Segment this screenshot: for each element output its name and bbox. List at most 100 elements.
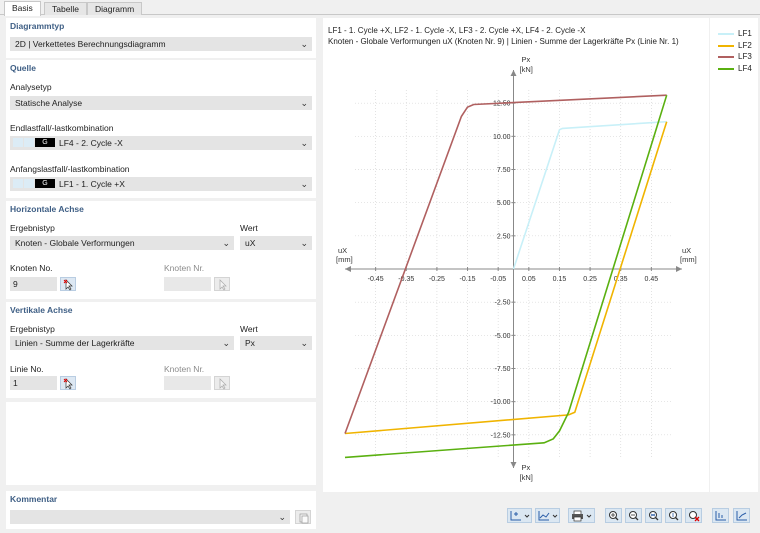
anfangslastfall-value: LF1 - 1. Cycle +X — [59, 179, 125, 189]
loadcase-color-swatch — [13, 138, 23, 148]
zoom-x-button[interactable] — [645, 508, 662, 523]
tab-tabelle-label: Tabelle — [52, 4, 79, 14]
zoom-y-icon — [669, 511, 679, 521]
v-pick-disabled-button — [214, 376, 230, 390]
reset-zoom-button[interactable] — [685, 508, 702, 523]
endlastfall-select[interactable]: G LF4 - 2. Cycle -X ⌄ — [10, 136, 312, 150]
tab-basis-label: Basis — [12, 3, 33, 13]
anfangslastfall-label: Anfangslastfall/-lastkombination — [10, 164, 130, 174]
horizontal-axis-panel: Horizontale Achse Ergebnistyp Knoten - G… — [6, 201, 316, 299]
kommentar-edit-button[interactable] — [295, 510, 311, 524]
linie-no-input[interactable]: 1 — [10, 376, 57, 390]
v-wert-value: Px — [245, 338, 255, 348]
legend-panel — [710, 18, 758, 492]
quelle-panel: Quelle Analysetyp Statische Analyse ⌄ En… — [6, 60, 316, 198]
v-ergebnistyp-label: Ergebnistyp — [10, 324, 55, 334]
axes-alt-icon — [736, 511, 747, 521]
h-pick-disabled-button — [214, 277, 230, 291]
axes-button[interactable] — [712, 508, 729, 523]
h-knoten-nr-label: Knoten Nr. — [164, 263, 205, 273]
empty-panel — [6, 402, 316, 485]
zoom-y-button[interactable] — [665, 508, 682, 523]
tab-basis[interactable]: Basis — [4, 1, 41, 16]
analysetyp-select[interactable]: Statische Analyse ⌄ — [10, 96, 312, 110]
chevron-down-icon: ⌄ — [300, 39, 308, 49]
graph-options-button[interactable] — [535, 508, 560, 523]
axes-icon — [715, 511, 726, 521]
v-knoten-nr-label: Knoten Nr. — [164, 364, 205, 374]
tab-bar: Basis Tabelle Diagramm — [0, 0, 760, 16]
h-ergebnistyp-select[interactable]: Knoten - Globale Verformungen ⌄ — [10, 236, 234, 250]
h-knoten-nr-input — [164, 277, 211, 291]
graph-options-icon — [538, 511, 558, 521]
chart-header-line1: LF1 - 1. Cycle +X, LF2 - 1. Cycle -X, LF… — [328, 26, 586, 35]
linie-no-label: Linie No. — [10, 364, 44, 374]
h-ergebnistyp-value: Knoten - Globale Verformungen — [15, 238, 135, 248]
chart-panel: LF1 - 1. Cycle +X, LF2 - 1. Cycle -X, LF… — [323, 18, 709, 492]
loadcase-color-swatch — [24, 179, 34, 189]
h-wert-value: uX — [245, 238, 256, 248]
endlastfall-value: LF4 - 2. Cycle -X — [59, 138, 123, 148]
knoten-no-input[interactable]: 9 — [10, 277, 57, 291]
legend-swatch — [718, 44, 734, 47]
legend-swatch — [718, 67, 734, 70]
knoten-no-label: Knoten No. — [10, 263, 53, 273]
zoom-in-icon — [609, 511, 619, 521]
v-wert-select[interactable]: Px ⌄ — [240, 336, 312, 350]
copy-icon — [299, 513, 309, 524]
endlastfall-label: Endlastfall/-lastkombination — [10, 123, 114, 133]
analysetyp-label: Analysetyp — [10, 82, 52, 92]
h-wert-select[interactable]: uX ⌄ — [240, 236, 312, 250]
print-icon — [572, 510, 592, 522]
pick-node-button[interactable] — [60, 277, 76, 291]
axes-alt-button[interactable] — [733, 508, 750, 523]
zoom-in-button[interactable] — [605, 508, 622, 523]
chevron-down-icon: ⌄ — [300, 179, 308, 189]
v-ergebnistyp-select[interactable]: Linien - Summe der Lagerkräfte ⌄ — [10, 336, 234, 350]
diagrammtyp-value: 2D | Verkettetes Berechnungsdiagramm — [15, 39, 166, 49]
legend-label: LF3 — [738, 52, 752, 61]
pick-line-button[interactable] — [60, 376, 76, 390]
reset-zoom-icon — [689, 511, 700, 522]
loadcase-color-swatch — [24, 138, 34, 148]
anfangslastfall-select[interactable]: G LF1 - 1. Cycle +X ⌄ — [10, 177, 312, 191]
axis-options-button[interactable] — [507, 508, 532, 523]
chevron-down-icon: ⌄ — [300, 98, 308, 108]
pick-cursor-icon — [219, 378, 227, 390]
chart-header-line2: Knoten - Globale Verformungen uX (Knoten… — [328, 37, 679, 46]
legend-swatch — [718, 56, 734, 58]
legend-swatch — [718, 33, 734, 35]
chevron-down-icon: ⌄ — [300, 138, 308, 148]
vertical-axis-title: Vertikale Achse — [10, 305, 73, 315]
chevron-down-icon: ⌄ — [222, 238, 230, 248]
pick-cursor-icon — [219, 279, 227, 291]
chevron-down-icon: ⌄ — [300, 338, 308, 348]
diagrammtyp-select[interactable]: 2D | Verkettetes Berechnungsdiagramm ⌄ — [10, 37, 312, 51]
loadcase-type-badge: G — [35, 179, 55, 189]
h-wert-label: Wert — [240, 223, 258, 233]
v-knoten-nr-input — [164, 376, 211, 390]
loadcase-color-swatch — [13, 179, 23, 189]
chevron-down-icon: ⌄ — [300, 238, 308, 248]
tab-tabelle[interactable]: Tabelle — [44, 2, 87, 15]
kommentar-panel: Kommentar ⌄ — [6, 491, 316, 529]
v-ergebnistyp-value: Linien - Summe der Lagerkräfte — [15, 338, 135, 348]
quelle-title: Quelle — [10, 63, 36, 73]
legend-label: LF1 — [738, 29, 752, 38]
horizontal-axis-title: Horizontale Achse — [10, 204, 84, 214]
kommentar-select[interactable]: ⌄ — [10, 510, 290, 524]
vertical-axis-panel: Vertikale Achse Ergebnistyp Linien - Sum… — [6, 302, 316, 398]
pick-cursor-icon — [63, 279, 73, 291]
axis-options-icon — [510, 511, 530, 521]
zoom-x-icon — [649, 511, 659, 521]
chevron-down-icon: ⌄ — [278, 512, 286, 522]
kommentar-title: Kommentar — [10, 494, 58, 504]
legend-label: LF2 — [738, 40, 752, 50]
tab-diagramm-label: Diagramm — [95, 4, 135, 14]
zoom-out-button[interactable] — [625, 508, 642, 523]
diagrammtyp-title: Diagrammtyp — [10, 21, 65, 31]
tab-diagramm[interactable]: Diagramm — [87, 2, 143, 15]
v-wert-label: Wert — [240, 324, 258, 334]
diagrammtyp-panel: Diagrammtyp 2D | Verkettetes Berechnungs… — [6, 18, 316, 58]
print-button[interactable] — [568, 508, 595, 523]
